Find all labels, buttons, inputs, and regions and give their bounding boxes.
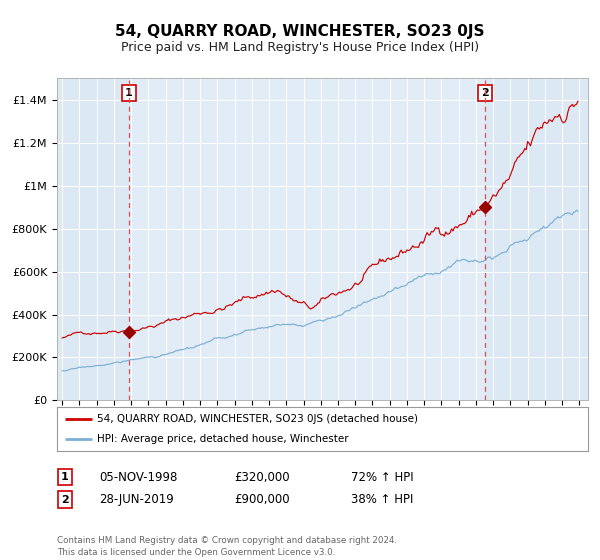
Text: 54, QUARRY ROAD, WINCHESTER, SO23 0JS: 54, QUARRY ROAD, WINCHESTER, SO23 0JS [115, 25, 485, 39]
Text: 28-JUN-2019: 28-JUN-2019 [99, 493, 174, 506]
Text: 72% ↑ HPI: 72% ↑ HPI [351, 470, 413, 484]
Text: 2: 2 [61, 494, 68, 505]
Text: Contains HM Land Registry data © Crown copyright and database right 2024.
This d: Contains HM Land Registry data © Crown c… [57, 536, 397, 557]
Text: 38% ↑ HPI: 38% ↑ HPI [351, 493, 413, 506]
Text: £900,000: £900,000 [234, 493, 290, 506]
Text: 54, QUARRY ROAD, WINCHESTER, SO23 0JS (detached house): 54, QUARRY ROAD, WINCHESTER, SO23 0JS (d… [97, 414, 418, 424]
Text: Price paid vs. HM Land Registry's House Price Index (HPI): Price paid vs. HM Land Registry's House … [121, 41, 479, 54]
Bar [128, 78, 485, 400]
Text: 05-NOV-1998: 05-NOV-1998 [99, 470, 178, 484]
Text: £320,000: £320,000 [234, 470, 290, 484]
Text: 2: 2 [481, 88, 488, 98]
Text: HPI: Average price, detached house, Winchester: HPI: Average price, detached house, Winc… [97, 433, 349, 444]
Text: 1: 1 [125, 88, 133, 98]
Text: 1: 1 [61, 472, 68, 482]
